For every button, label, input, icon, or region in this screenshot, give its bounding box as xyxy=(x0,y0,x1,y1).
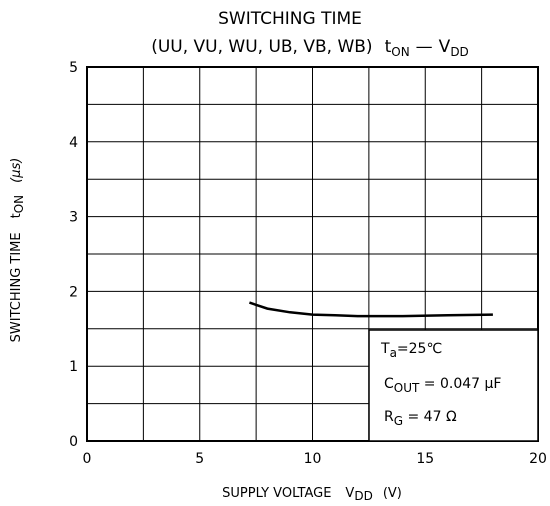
x-axis-label: SUPPLY VOLTAGE VDD (V) xyxy=(222,486,402,503)
x-tick-label: 20 xyxy=(529,451,547,467)
annotation-part: = 47 Ω xyxy=(403,409,457,425)
annotation-part: a xyxy=(390,346,397,360)
chart-subtitle: (UU, VU, WU, UB, VB, WB) tON — VDD xyxy=(151,37,469,59)
y-tick-label: 0 xyxy=(69,434,78,450)
annotation-part: R xyxy=(384,409,394,425)
annotation-box xyxy=(368,329,539,442)
y-tick-label: 2 xyxy=(69,284,78,300)
annotation-part: G xyxy=(394,414,403,428)
x-tick-label: 15 xyxy=(416,451,434,467)
y-tick-label: 1 xyxy=(69,359,78,375)
data-line xyxy=(249,301,493,318)
y-tick-label: 5 xyxy=(69,60,78,76)
chart-title: SWITCHING TIME xyxy=(218,9,362,29)
annotation-part: =25℃ xyxy=(397,341,442,357)
x-tick-label: 0 xyxy=(83,451,92,467)
y-axis-label: SWITCHING TIMEtON(μs) xyxy=(9,158,26,343)
y-tick-label: 4 xyxy=(69,135,78,151)
y-tick-label: 3 xyxy=(69,210,78,226)
x-tick-label: 5 xyxy=(195,451,204,467)
annotation-part: T xyxy=(380,341,390,357)
annotation-part: = 0.047 μF xyxy=(419,376,501,392)
plot-frame xyxy=(86,66,539,442)
annotation-part: C xyxy=(384,376,394,392)
x-tick-label: 10 xyxy=(304,451,322,467)
annotation: Ta=25℃ xyxy=(380,341,442,360)
annotation: COUT = 0.047 μF xyxy=(384,376,501,395)
annotation-part: OUT xyxy=(394,381,420,395)
annotation: RG = 47 Ω xyxy=(384,409,457,428)
